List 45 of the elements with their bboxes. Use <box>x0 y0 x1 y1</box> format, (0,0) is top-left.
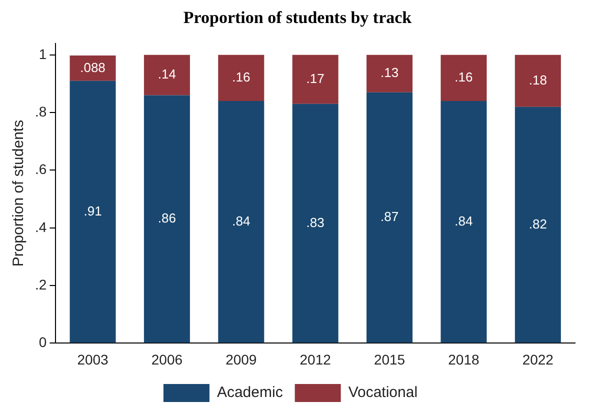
bar <box>366 54 413 92</box>
data-label: .13 <box>380 65 399 80</box>
data-label: .87 <box>380 209 399 224</box>
bar <box>218 101 264 343</box>
bar <box>218 54 264 102</box>
x-tick-label: 2009 <box>226 351 257 368</box>
data-label: .16 <box>454 70 473 85</box>
y-tick-label: .6 <box>34 161 47 178</box>
bar <box>366 92 413 343</box>
data-label: .17 <box>306 71 324 86</box>
bar <box>70 56 116 81</box>
data-label: .14 <box>158 66 176 82</box>
bar <box>70 80 116 343</box>
bar <box>440 101 487 343</box>
bar <box>144 95 190 343</box>
y-tick-label: .4 <box>34 218 47 235</box>
data-label: .18 <box>528 72 547 88</box>
y-tick-label: .2 <box>34 276 47 292</box>
bar <box>292 54 338 104</box>
data-label: .91 <box>84 203 102 218</box>
data-label: .86 <box>158 210 176 226</box>
x-tick-label: 2003 <box>77 351 109 368</box>
bar <box>144 54 190 96</box>
x-tick-label: 2018 <box>448 351 480 368</box>
x-tick-label: 2022 <box>522 351 554 368</box>
data-label: .82 <box>528 216 547 232</box>
y-tick-label: 0 <box>38 334 47 350</box>
y-tick-label: .8 <box>34 103 47 120</box>
bar <box>514 106 561 343</box>
bar <box>292 104 338 343</box>
data-label: .83 <box>306 214 324 230</box>
y-tick-label: 1 <box>38 46 47 62</box>
bar <box>514 54 561 107</box>
bar <box>440 54 487 102</box>
data-label: .16 <box>232 70 250 85</box>
legend-label: Vocational <box>348 384 418 402</box>
x-tick-label: 2006 <box>151 351 183 368</box>
x-tick-label: 2015 <box>374 351 406 368</box>
data-label: .84 <box>454 213 473 228</box>
y-axis-title: Proportion of students <box>10 120 28 267</box>
data-label: .84 <box>232 213 250 228</box>
chart-title: Proportion of students by track <box>182 8 413 29</box>
x-tick-label: 2012 <box>300 351 332 368</box>
data-label: .088 <box>80 60 106 75</box>
legend-label: Academic <box>216 384 284 402</box>
